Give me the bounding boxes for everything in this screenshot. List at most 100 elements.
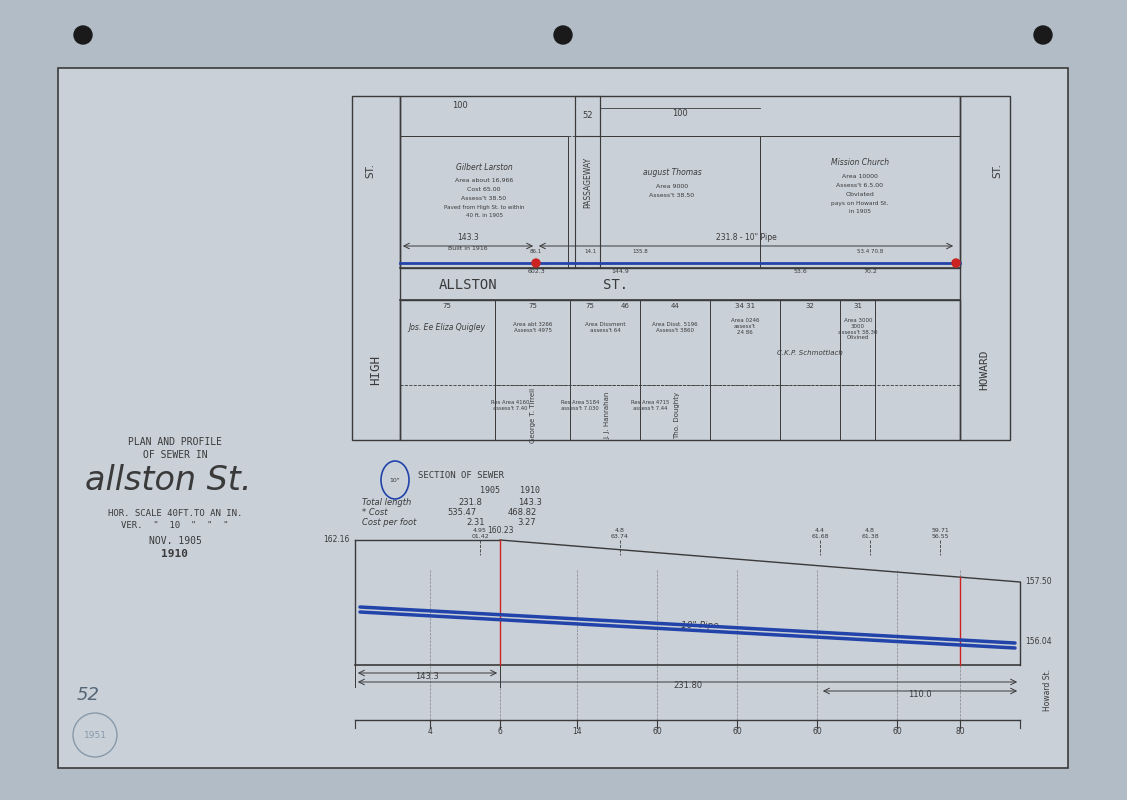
Text: Jos. Ee Eliza Quigley: Jos. Ee Eliza Quigley — [408, 323, 486, 332]
Text: Area 9000: Area 9000 — [656, 184, 689, 189]
Text: 135.8: 135.8 — [632, 249, 648, 254]
Text: 231.8: 231.8 — [458, 498, 482, 507]
Text: ST.: ST. — [603, 278, 629, 292]
Text: 602.3: 602.3 — [527, 269, 544, 274]
Text: Area abt 3266
Assess't 4975: Area abt 3266 Assess't 4975 — [513, 322, 552, 333]
Text: 162.16: 162.16 — [323, 535, 350, 545]
Text: 14.1: 14.1 — [584, 249, 596, 254]
Text: Obviated: Obviated — [845, 192, 875, 197]
Text: 143.3: 143.3 — [518, 498, 542, 507]
Bar — [400, 136, 568, 268]
Text: Assess't 6.5.00: Assess't 6.5.00 — [836, 183, 884, 188]
Text: Area 3000
3000
assess't 38.30
Olivined: Area 3000 3000 assess't 38.30 Olivined — [838, 318, 878, 341]
Text: 52: 52 — [583, 111, 593, 121]
Text: 156.04: 156.04 — [1024, 637, 1051, 646]
Text: ST.: ST. — [992, 162, 1002, 178]
Text: C.K.P. Schmottlach: C.K.P. Schmottlach — [777, 350, 843, 356]
Text: Res Area 4160
assess't 7.40: Res Area 4160 assess't 7.40 — [491, 400, 530, 411]
Text: 10" Pipe: 10" Pipe — [681, 621, 719, 630]
Text: NOV. 1905: NOV. 1905 — [149, 536, 202, 546]
Text: Howard St.: Howard St. — [1044, 669, 1053, 711]
Text: HIGH: HIGH — [370, 355, 382, 385]
Text: 56.55: 56.55 — [931, 534, 949, 539]
Text: 157.50: 157.50 — [1024, 578, 1051, 586]
Text: 4: 4 — [427, 727, 433, 736]
Text: Area Dissment
assess't 64: Area Dissment assess't 64 — [585, 322, 625, 333]
Text: pays on Howard St.: pays on Howard St. — [832, 201, 888, 206]
Text: 231.8 - 10" Pipe: 231.8 - 10" Pipe — [716, 233, 777, 242]
Text: Area 0246
assess't
24 86: Area 0246 assess't 24 86 — [730, 318, 760, 334]
Bar — [57, 68, 1068, 768]
Text: 53.6: 53.6 — [793, 269, 807, 274]
Text: 86.1: 86.1 — [530, 249, 542, 254]
Text: 4.8: 4.8 — [615, 527, 625, 533]
Text: 34 31: 34 31 — [735, 303, 755, 309]
Bar — [575, 96, 600, 136]
Text: 231.80: 231.80 — [673, 681, 702, 690]
Text: 01.42: 01.42 — [471, 534, 489, 539]
Text: 60: 60 — [653, 727, 662, 736]
Text: 32: 32 — [806, 303, 815, 309]
Text: PLAN AND PROFILE: PLAN AND PROFILE — [128, 437, 222, 447]
Text: 53.4 70.8: 53.4 70.8 — [857, 249, 884, 254]
Text: HOR. SCALE 40FT.TO AN IN.: HOR. SCALE 40FT.TO AN IN. — [108, 509, 242, 518]
Text: 31: 31 — [853, 303, 862, 309]
Text: 46: 46 — [621, 303, 630, 309]
Text: 75: 75 — [529, 303, 538, 309]
Text: Res Area 5184
assess't 7.030: Res Area 5184 assess't 7.030 — [561, 400, 600, 411]
Text: 1905: 1905 — [480, 486, 500, 495]
Text: ALLSTON: ALLSTON — [438, 278, 497, 292]
Text: 14: 14 — [573, 727, 582, 736]
Text: 3.27: 3.27 — [517, 518, 536, 527]
Text: allston St.: allston St. — [85, 464, 251, 497]
Text: august Thomas: august Thomas — [642, 168, 701, 177]
Text: 40 ft. in 1905: 40 ft. in 1905 — [465, 213, 503, 218]
Text: PASSAGEWAY: PASSAGEWAY — [583, 157, 592, 207]
Text: Cost 65.00: Cost 65.00 — [468, 187, 500, 192]
Text: 52: 52 — [77, 686, 99, 704]
Text: 80: 80 — [956, 727, 965, 736]
Text: Total length: Total length — [362, 498, 411, 507]
Text: 70.2: 70.2 — [863, 269, 877, 274]
Text: 60: 60 — [733, 727, 742, 736]
Text: 160.23: 160.23 — [487, 526, 513, 535]
Text: 2.31: 2.31 — [467, 518, 486, 527]
Text: HOWARD: HOWARD — [979, 350, 990, 390]
Text: 1951: 1951 — [83, 730, 106, 739]
Text: J. J. Hanrahan: J. J. Hanrahan — [604, 391, 610, 438]
Text: 100: 100 — [672, 109, 687, 118]
Text: Area about 16,966: Area about 16,966 — [455, 178, 513, 183]
Text: 59.71: 59.71 — [931, 527, 949, 533]
Text: George T. Tirrell: George T. Tirrell — [530, 387, 536, 442]
Text: 143.3: 143.3 — [458, 233, 479, 242]
Bar — [760, 136, 960, 268]
Bar — [352, 96, 400, 440]
Bar — [960, 96, 1010, 440]
Text: 4.8: 4.8 — [866, 527, 875, 533]
Text: 10": 10" — [390, 478, 400, 482]
Text: Cost per foot: Cost per foot — [362, 518, 416, 527]
Bar — [400, 300, 960, 440]
Bar — [400, 96, 960, 268]
Text: 144.9: 144.9 — [611, 269, 629, 274]
Text: VER.  "  10  "  "  ": VER. " 10 " " " — [122, 521, 229, 530]
Text: OF SEWER IN: OF SEWER IN — [143, 450, 207, 460]
Text: Gilbert Larston: Gilbert Larston — [455, 163, 513, 172]
Text: Mission Church: Mission Church — [831, 158, 889, 167]
Text: 110.0: 110.0 — [908, 690, 932, 699]
Text: 63.74: 63.74 — [611, 534, 629, 539]
Text: Assess't 38.50: Assess't 38.50 — [461, 196, 506, 201]
Circle shape — [1033, 26, 1051, 44]
Text: 44: 44 — [671, 303, 680, 309]
Text: 535.47: 535.47 — [447, 508, 477, 517]
Text: 4.95: 4.95 — [473, 527, 487, 533]
Text: 1910: 1910 — [520, 486, 540, 495]
Text: 60: 60 — [893, 727, 902, 736]
Text: Assess't 38.50: Assess't 38.50 — [649, 193, 694, 198]
Text: ST.: ST. — [365, 162, 375, 178]
Text: Area Disst. 5196
Assess't 3860: Area Disst. 5196 Assess't 3860 — [653, 322, 698, 333]
Text: 61.38: 61.38 — [861, 534, 879, 539]
Bar — [600, 136, 760, 268]
Text: 143.3: 143.3 — [416, 672, 440, 681]
Text: 468.82: 468.82 — [507, 508, 536, 517]
